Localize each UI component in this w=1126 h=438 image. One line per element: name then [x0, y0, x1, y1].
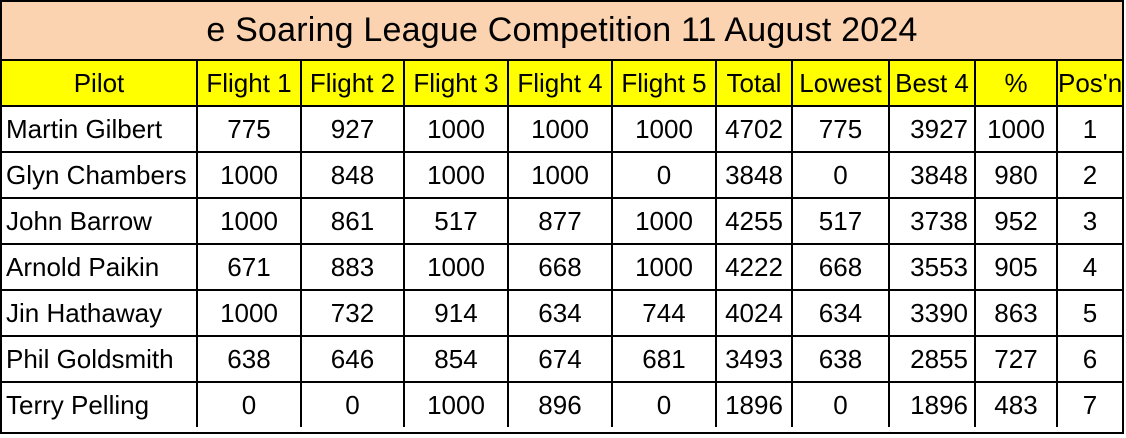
cell-total: 4222 — [716, 244, 793, 291]
cell-total: 3848 — [716, 152, 793, 199]
cell-flight-1: 0 — [197, 382, 302, 427]
column-header-flight-4: Flight 4 — [508, 61, 613, 107]
cell-flight-3: 1000 — [404, 244, 509, 291]
cell-flight-4: 1000 — [508, 106, 613, 153]
column-header-flight-3: Flight 3 — [404, 61, 509, 107]
cell-lowest: 0 — [792, 382, 890, 427]
cell-flight-2: 927 — [301, 106, 405, 153]
cell-flight-2: 848 — [301, 152, 405, 199]
cell-flight-4: 634 — [508, 290, 613, 337]
cell-pilot: Glyn Chambers — [2, 152, 198, 199]
cell-flight-5: 1000 — [612, 106, 717, 153]
cell-total: 4702 — [716, 106, 793, 153]
cell-position: 1 — [1057, 106, 1122, 153]
table-row: Terry Pelling 0 0 1000 896 0 1896 0 1896… — [2, 382, 1122, 427]
cell-flight-3: 914 — [404, 290, 509, 337]
cell-total: 1896 — [716, 382, 793, 427]
cell-flight-2: 0 — [301, 382, 405, 427]
cell-flight-3: 1000 — [404, 382, 509, 427]
cell-lowest: 638 — [792, 336, 890, 383]
cell-flight-2: 883 — [301, 244, 405, 291]
cell-flight-1: 638 — [197, 336, 302, 383]
cell-total: 4024 — [716, 290, 793, 337]
cell-flight-5: 681 — [612, 336, 717, 383]
table-row: Jin Hathaway 1000 732 914 634 744 4024 6… — [2, 290, 1122, 337]
cell-lowest: 517 — [792, 198, 890, 245]
cell-position: 6 — [1057, 336, 1122, 383]
cell-percent: 483 — [975, 382, 1058, 427]
cell-best-4: 3738 — [889, 198, 976, 245]
column-header-best-4: Best 4 — [889, 61, 976, 107]
cell-position: 2 — [1057, 152, 1122, 199]
results-table: Pilot Flight 1 Flight 2 Flight 3 Flight … — [2, 61, 1122, 427]
column-header-total: Total — [716, 61, 793, 107]
cell-pilot: Jin Hathaway — [2, 290, 198, 337]
cell-flight-1: 1000 — [197, 152, 302, 199]
cell-flight-5: 1000 — [612, 198, 717, 245]
cell-position: 5 — [1057, 290, 1122, 337]
column-header-lowest: Lowest — [792, 61, 890, 107]
cell-flight-3: 1000 — [404, 106, 509, 153]
column-header-flight-1: Flight 1 — [197, 61, 302, 107]
cell-best-4: 3390 — [889, 290, 976, 337]
column-header-flight-2: Flight 2 — [301, 61, 405, 107]
column-header-percent: % — [975, 61, 1058, 107]
cell-best-4: 3553 — [889, 244, 976, 291]
cell-best-4: 3927 — [889, 106, 976, 153]
cell-pilot: Terry Pelling — [2, 382, 198, 427]
cell-flight-5: 744 — [612, 290, 717, 337]
column-header-pilot: Pilot — [2, 61, 198, 107]
cell-flight-2: 646 — [301, 336, 405, 383]
cell-flight-3: 854 — [404, 336, 509, 383]
cell-pilot: Phil Goldsmith — [2, 336, 198, 383]
table-row: Glyn Chambers 1000 848 1000 1000 0 3848 … — [2, 152, 1122, 199]
cell-flight-4: 674 — [508, 336, 613, 383]
cell-lowest: 634 — [792, 290, 890, 337]
cell-pilot: Martin Gilbert — [2, 106, 198, 153]
cell-flight-4: 877 — [508, 198, 613, 245]
table-row: Arnold Paikin 671 883 1000 668 1000 4222… — [2, 244, 1122, 291]
cell-flight-2: 861 — [301, 198, 405, 245]
cell-flight-1: 1000 — [197, 290, 302, 337]
cell-position: 3 — [1057, 198, 1122, 245]
cell-percent: 905 — [975, 244, 1058, 291]
cell-flight-4: 896 — [508, 382, 613, 427]
cell-percent: 727 — [975, 336, 1058, 383]
cell-pilot: John Barrow — [2, 198, 198, 245]
cell-lowest: 668 — [792, 244, 890, 291]
cell-flight-5: 1000 — [612, 244, 717, 291]
cell-total: 4255 — [716, 198, 793, 245]
cell-flight-1: 671 — [197, 244, 302, 291]
cell-flight-5: 0 — [612, 152, 717, 199]
column-header-position: Pos'n — [1057, 61, 1122, 107]
cell-total: 3493 — [716, 336, 793, 383]
cell-flight-5: 0 — [612, 382, 717, 427]
table-row: Martin Gilbert 775 927 1000 1000 1000 47… — [2, 106, 1122, 153]
cell-flight-2: 732 — [301, 290, 405, 337]
cell-flight-4: 1000 — [508, 152, 613, 199]
cell-flight-3: 517 — [404, 198, 509, 245]
cell-position: 7 — [1082, 389, 1098, 420]
header-row: Pilot Flight 1 Flight 2 Flight 3 Flight … — [2, 61, 1122, 107]
table-row: John Barrow 1000 861 517 877 1000 4255 5… — [2, 198, 1122, 245]
cell-percent: 952 — [975, 198, 1058, 245]
cell-best-4: 3848 — [889, 152, 976, 199]
cell-lowest: 0 — [792, 152, 890, 199]
cell-lowest: 775 — [792, 106, 890, 153]
cell-pilot: Arnold Paikin — [2, 244, 198, 291]
cell-flight-1: 1000 — [197, 198, 302, 245]
cell-flight-3: 1000 — [404, 152, 509, 199]
sheet-title: e Soaring League Competition 11 August 2… — [2, 2, 1122, 61]
cell-flight-1: 775 — [197, 106, 302, 153]
cell-best-4: 1896 — [889, 382, 976, 427]
cell-best-4: 2855 — [889, 336, 976, 383]
cell-flight-4: 668 — [508, 244, 613, 291]
cell-percent: 980 — [975, 152, 1058, 199]
cell-position: 4 — [1057, 244, 1122, 291]
cell-percent: 863 — [975, 290, 1058, 337]
cell-percent: 1000 — [975, 106, 1058, 153]
column-header-flight-5: Flight 5 — [612, 61, 717, 107]
table-row: Phil Goldsmith 638 646 854 674 681 3493 … — [2, 336, 1122, 383]
